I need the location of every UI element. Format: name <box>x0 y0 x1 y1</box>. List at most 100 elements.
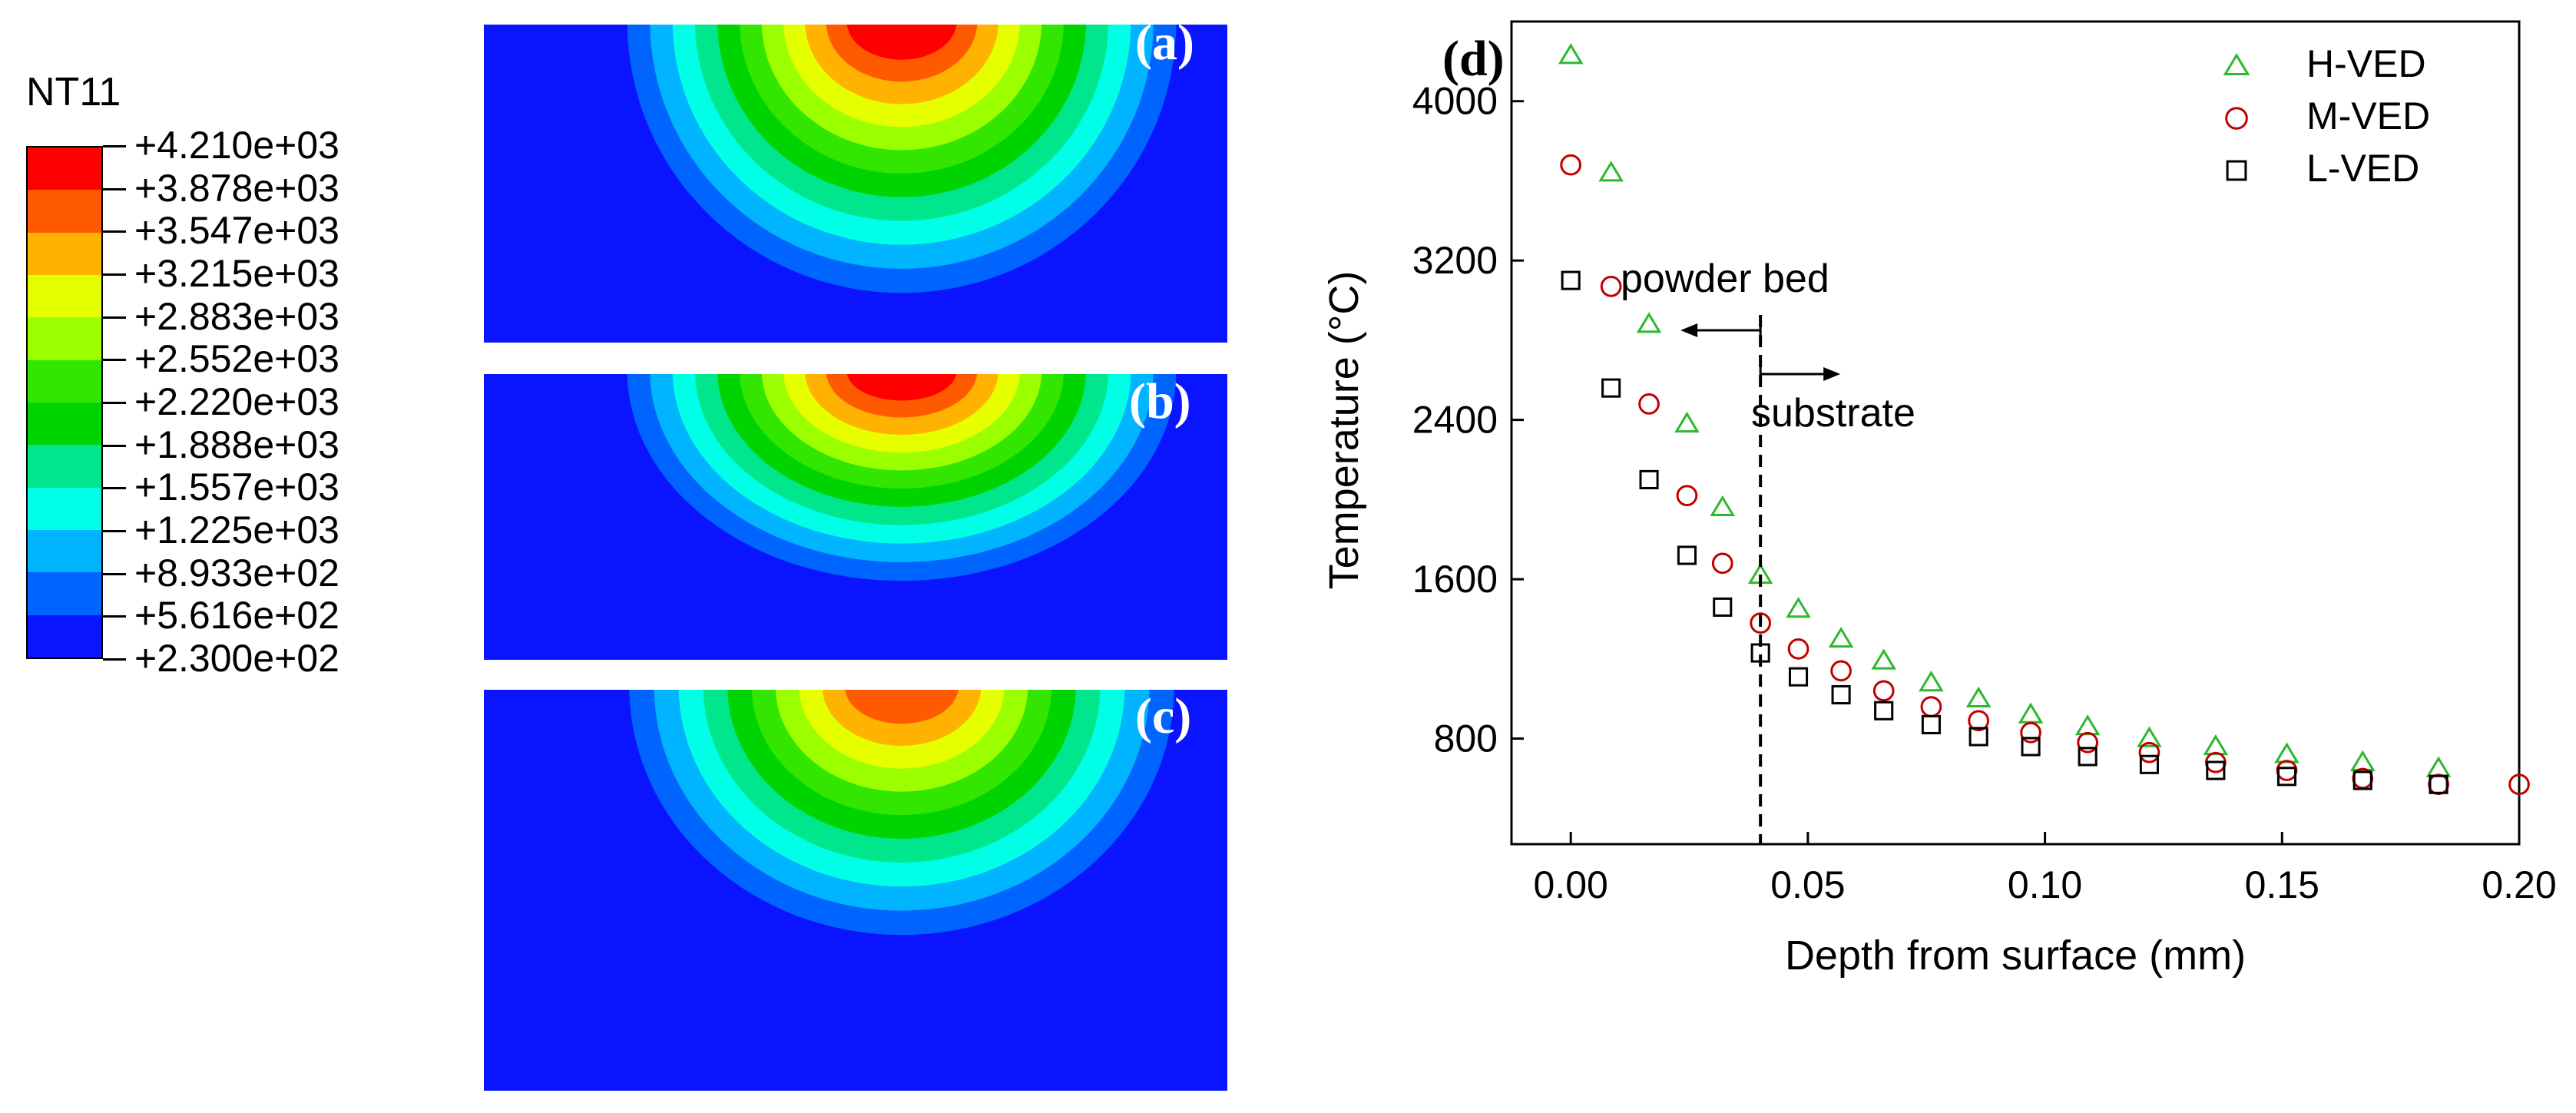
data-point-triangle <box>2137 726 2162 747</box>
data-point-triangle <box>1558 43 1584 65</box>
data-point-square <box>1921 714 1941 734</box>
legend-entry-label: H-VED <box>2306 42 2426 85</box>
data-point-triangle <box>1710 495 1736 516</box>
colorbar-segment <box>28 359 101 402</box>
data-point-square <box>1968 727 1988 747</box>
data-point-square <box>2429 774 2449 794</box>
data-point-triangle <box>1786 597 1811 618</box>
data-point-triangle <box>1919 671 1944 692</box>
colorbar-tick <box>103 487 126 490</box>
y-tick-label: 800 <box>1434 717 1498 760</box>
data-point-square <box>2353 770 2372 790</box>
colorbar-segment <box>28 274 101 318</box>
x-tick-label: 0.15 <box>2245 863 2319 906</box>
chart-legend: H-VED M-VED L-VED <box>2223 42 2430 190</box>
legend-entry-label: L-VED <box>2306 147 2419 190</box>
colorbar-label: +2.220e+03 <box>134 380 339 423</box>
panel-label-c: (c) <box>1135 688 1192 744</box>
data-point-circle <box>2276 760 2298 781</box>
data-point-square <box>1831 684 1851 705</box>
colorbar-label: +3.547e+03 <box>134 209 339 253</box>
x-tick-label: 0.10 <box>2008 863 2082 906</box>
data-point-triangle <box>1598 161 1624 182</box>
data-point-square <box>1639 469 1659 489</box>
data-point-circle <box>1750 612 1771 634</box>
powder-bed-arrowhead <box>1680 323 1698 337</box>
data-point-square <box>2226 160 2247 181</box>
colorbar-tick <box>103 187 126 190</box>
y-tick-label: 3200 <box>1412 239 1498 282</box>
colorbar-tick <box>103 359 126 362</box>
data-point-circle <box>2077 731 2099 754</box>
contour-panel-a <box>484 25 1227 343</box>
data-point-square <box>1561 270 1581 290</box>
data-point-square <box>2021 737 2041 757</box>
contour-band <box>845 690 959 724</box>
data-point-circle <box>1600 276 1622 297</box>
data-point-square <box>1601 378 1621 398</box>
y-axis: 800 1600 2400 3200 4000 <box>1412 80 1524 760</box>
colorbar-segment <box>28 614 101 658</box>
colorbar-label: +5.616e+02 <box>134 594 339 638</box>
y-axis-label: Temperature (°C) <box>1321 271 1367 590</box>
colorbar-segment <box>28 232 101 275</box>
data-point-triangle <box>1636 312 1662 333</box>
data-point-triangle <box>1871 648 1896 670</box>
data-point-circle <box>1872 680 1895 702</box>
data-point-square <box>1713 597 1733 617</box>
x-axis: 0.00 0.05 0.10 0.15 0.20 <box>1534 832 2557 906</box>
colorbar-label: +3.215e+03 <box>134 252 339 295</box>
colorbar-segment <box>28 572 101 615</box>
data-point-triangle <box>1828 626 1854 648</box>
colorbar-tick <box>103 273 126 276</box>
data-point-triangle <box>2425 756 2452 777</box>
panel-label-d: (d) <box>1442 31 1505 87</box>
substrate-arrowhead <box>1823 367 1841 381</box>
colorbar-label: +1.225e+03 <box>134 508 339 552</box>
colorbar <box>26 146 103 659</box>
colorbar-segment <box>28 402 101 446</box>
colorbar-label: +4.210e+03 <box>134 124 339 167</box>
colorbar-label: +8.933e+02 <box>134 551 339 595</box>
data-point-circle <box>1968 710 1990 732</box>
data-point-circle <box>1830 660 1852 682</box>
panel-label-a: (a) <box>1135 15 1194 71</box>
colorbar-label: +1.888e+03 <box>134 422 339 466</box>
colorbar-tick <box>103 658 126 661</box>
data-point-circle <box>1560 154 1582 176</box>
colorbar-label: +2.300e+02 <box>134 637 339 680</box>
data-point-triangle <box>2223 53 2250 75</box>
contour-panel-b <box>484 374 1227 660</box>
colorbar-label: +3.878e+03 <box>134 166 339 210</box>
legend-entry-label: M-VED <box>2306 94 2430 137</box>
data-point-triangle <box>2018 702 2044 724</box>
substrate-label: substrate <box>1751 391 1915 436</box>
y-tick-label: 1600 <box>1412 558 1498 601</box>
data-point-circle <box>2020 721 2041 744</box>
y-tick-label: 4000 <box>1412 80 1498 123</box>
colorbar-tick <box>103 444 126 447</box>
data-point-circle <box>2138 741 2160 764</box>
data-point-circle <box>1711 552 1733 575</box>
x-axis-label: Depth from surface (mm) <box>1785 932 2246 979</box>
x-tick-label: 0.05 <box>1770 863 1845 906</box>
colorbar-segment <box>28 445 101 488</box>
data-point-circle <box>1787 638 1809 660</box>
data-point-triangle <box>2349 750 2376 771</box>
colorbar-segment <box>28 147 101 190</box>
colorbar-tick <box>103 145 126 147</box>
data-point-square <box>1874 701 1894 720</box>
contour-band <box>846 374 957 401</box>
powder-bed-label: powder bed <box>1621 257 1829 301</box>
legend-title: NT11 <box>26 70 121 114</box>
y-tick-label: 2400 <box>1412 399 1498 442</box>
data-point-square <box>2078 747 2098 767</box>
data-point-triangle <box>1674 411 1700 433</box>
colorbar-tick <box>103 402 126 404</box>
data-point-circle <box>2508 773 2530 796</box>
data-point-circle <box>2225 107 2248 130</box>
colorbar-label: +2.552e+03 <box>134 337 339 381</box>
data-markers <box>1558 43 2530 796</box>
colorbar-label: +2.883e+03 <box>134 294 339 338</box>
colorbar-segment <box>28 317 101 360</box>
